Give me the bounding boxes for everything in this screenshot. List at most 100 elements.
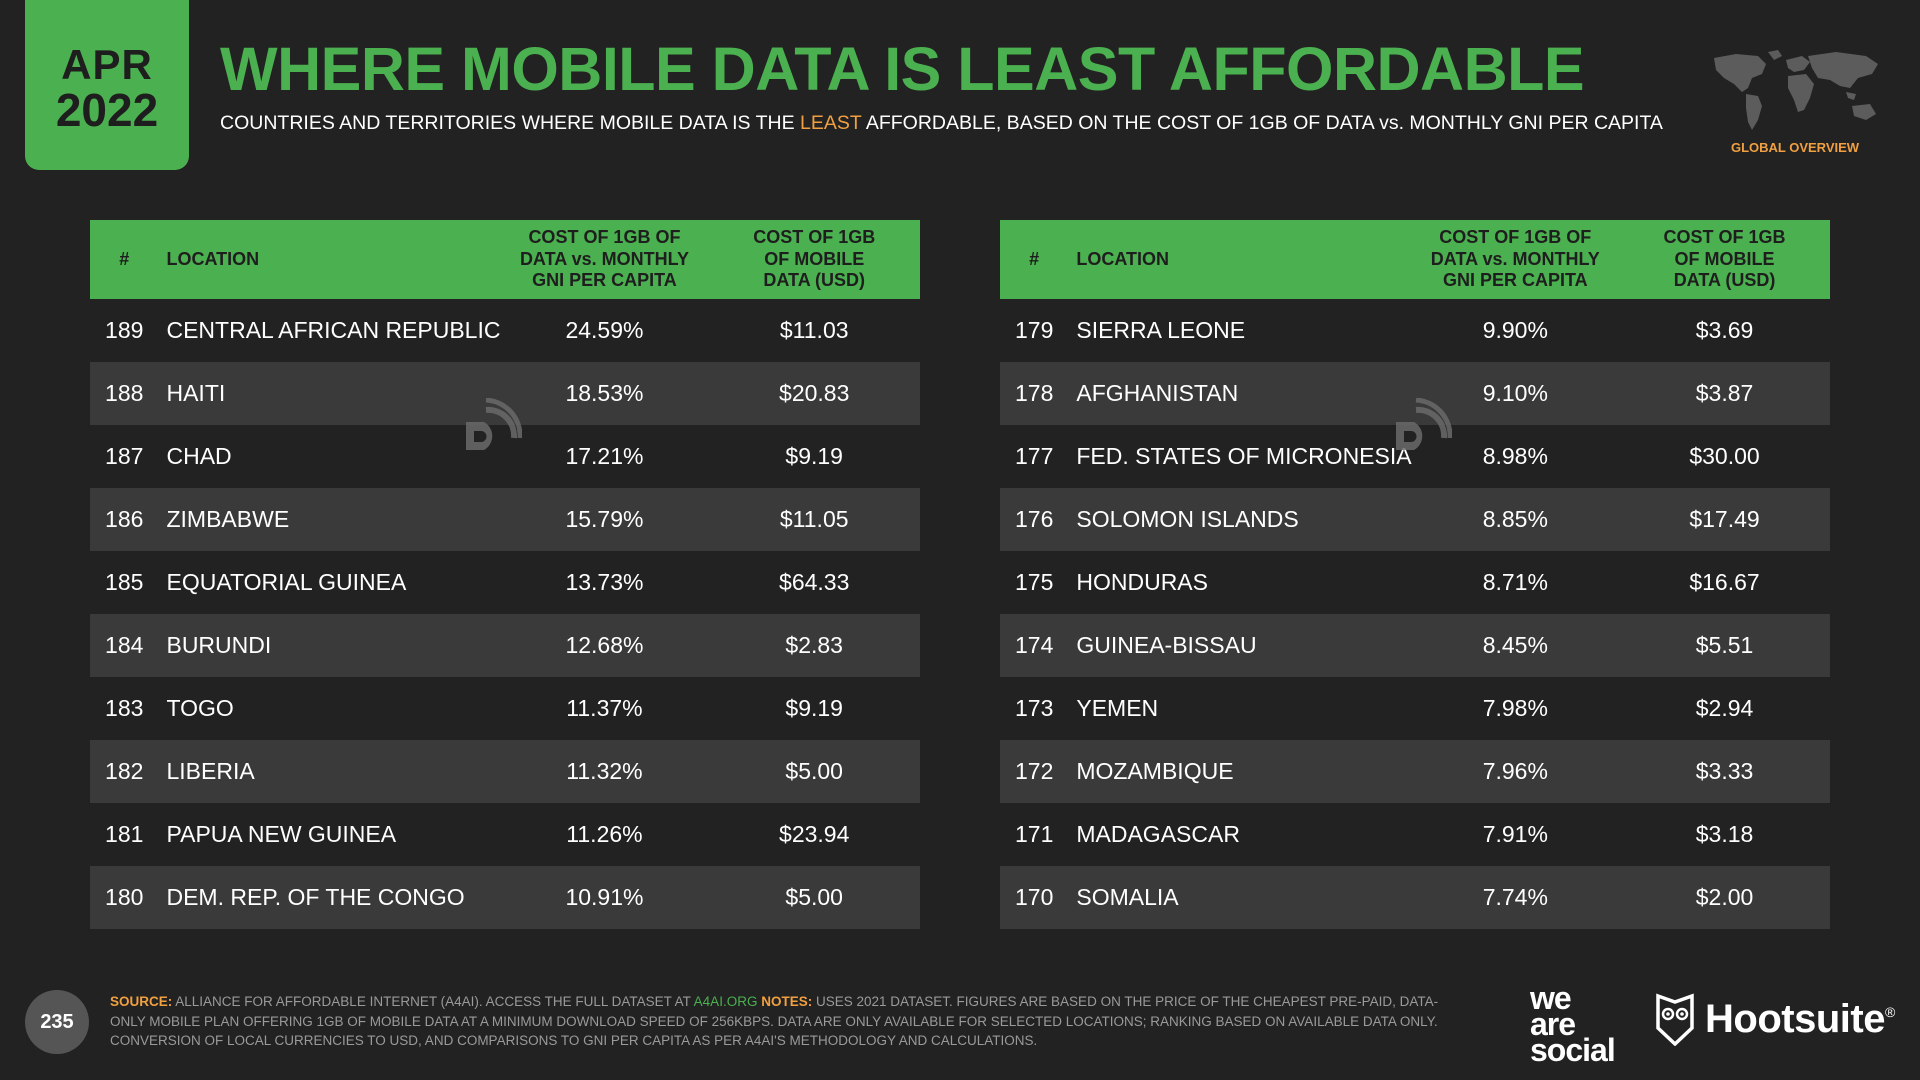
cell-rank: 184 [90, 614, 159, 677]
header-gni-line: DATA vs. MONTHLY [519, 248, 689, 269]
page-subtitle: COUNTRIES AND TERRITORIES WHERE MOBILE D… [220, 112, 1663, 135]
cell-gni-pct: 7.74% [1411, 866, 1620, 929]
cell-gni-pct: 8.71% [1482, 569, 1548, 595]
cell-gni-pct: 7.96% [1411, 740, 1620, 803]
subtitle-before: COUNTRIES AND TERRITORIES WHERE MOBILE D… [220, 112, 801, 134]
header-usd-line: DATA (USD) [1673, 270, 1776, 291]
cell-gni-pct: 12.68% [500, 614, 709, 677]
footer-notes: SOURCE: ALLIANCE FOR AFFORDABLE INTERNET… [110, 992, 1470, 1051]
table-row: 178 AFGHANISTAN 9.10% $3.87 [1000, 362, 1830, 425]
header-rank: # [1000, 220, 1069, 299]
cell-location: PAPUA NEW GUINEA [166, 821, 397, 847]
cell-usd: $11.05 [708, 488, 920, 551]
cell-location: YEMEN [1076, 695, 1159, 721]
cell-gni-pct: 7.98% [1482, 695, 1548, 721]
cell-rank: 185 [105, 569, 144, 595]
cell-location: GUINEA-BISSAU [1068, 614, 1412, 677]
cell-rank: 170 [1000, 866, 1069, 929]
notes-text: USES 2021 DATASET. FIGURES ARE BASED ON … [110, 994, 1439, 1049]
cell-rank: 179 [1014, 317, 1054, 343]
cell-usd: $20.83 [708, 362, 920, 425]
cell-gni-pct: 15.79% [500, 488, 709, 551]
table-row: 187 CHAD 17.21% $9.19 [90, 425, 920, 488]
table-row: 188 HAITI 18.53% $20.83 [90, 362, 920, 425]
table-header-row: # LOCATION COST OF 1GB OF DATA vs. MONTH… [1000, 220, 1830, 299]
cell-usd: $17.49 [1619, 488, 1830, 551]
was-line: are [1530, 1006, 1576, 1043]
cell-rank: 175 [1014, 569, 1054, 595]
table-row: 170 SOMALIA 7.74% $2.00 [1000, 866, 1830, 929]
cell-location: TOGO [166, 695, 234, 721]
header-gni: COST OF 1GB OF DATA vs. MONTHLY GNI PER … [500, 220, 709, 299]
header-gni-line: GNI PER CAPITA [532, 270, 677, 291]
source-label: SOURCE: [110, 994, 173, 1009]
cell-usd: $5.51 [1619, 614, 1830, 677]
header-location: LOCATION [158, 220, 501, 299]
cell-rank: 187 [105, 443, 144, 469]
hootsuite-wordmark: Hootsuite [1705, 996, 1885, 1041]
cell-gni-pct: 10.91% [500, 866, 709, 929]
cell-gni-pct: 8.85% [1411, 488, 1620, 551]
cell-rank: 173 [1014, 695, 1054, 721]
datareportal-watermark-icon [466, 398, 522, 450]
subtitle-after: AFFORDABLE, BASED ON THE COST OF 1GB OF … [861, 112, 1663, 134]
ranking-table-left: # LOCATION COST OF 1GB OF DATA vs. MONTH… [90, 220, 920, 929]
table-row: 173 YEMEN 7.98% $2.94 [1000, 677, 1830, 740]
cell-usd: $16.67 [1689, 569, 1760, 595]
header-usd: COST OF 1GB OF MOBILE DATA (USD) [1619, 220, 1830, 299]
map-label: GLOBAL OVERVIEW [1730, 140, 1860, 155]
cell-rank: 182 [90, 740, 159, 803]
cell-rank: 186 [90, 488, 159, 551]
cell-rank: 180 [90, 866, 159, 929]
cell-location: HAITI [158, 362, 501, 425]
cell-rank: 177 [1014, 443, 1054, 469]
badge-year: 2022 [55, 83, 159, 136]
cell-location: MOZAMBIQUE [1068, 740, 1412, 803]
header-usd-line: OF MOBILE [764, 248, 865, 269]
hootsuite-logo: Hootsuite ® [1655, 992, 1895, 1046]
source-link[interactable]: A4AI.ORG [693, 994, 758, 1009]
notes-label: NOTES: [757, 994, 813, 1009]
cell-location: CHAD [166, 443, 232, 469]
cell-location: LIBERIA [158, 740, 501, 803]
cell-usd: $30.00 [1689, 443, 1760, 469]
cell-location: ZIMBABWE [158, 488, 501, 551]
table-row: 183 TOGO 11.37% $9.19 [90, 677, 920, 740]
table-row: 177 FED. STATES OF MICRONESIA 8.98% $30.00 [1000, 425, 1830, 488]
cell-usd: $23.94 [779, 821, 850, 847]
cell-rank: 189 [105, 317, 144, 343]
table-row: 185 EQUATORIAL GUINEA 13.73% $64.33 [90, 551, 920, 614]
cell-usd: $5.00 [708, 866, 920, 929]
registered-mark: ® [1884, 1004, 1896, 1020]
header-usd-line: COST OF 1GB [1663, 227, 1786, 248]
table-row: 174 GUINEA-BISSAU 8.45% $5.51 [1000, 614, 1830, 677]
header-usd-line: OF MOBILE [1674, 248, 1775, 269]
cell-usd: $2.83 [708, 614, 920, 677]
cell-gni-pct: 8.98% [1482, 443, 1548, 469]
cell-rank: 176 [1000, 488, 1069, 551]
hootsuite-owl-icon [1656, 993, 1694, 1046]
cell-location: SIERRA LEONE [1076, 317, 1246, 343]
cell-usd: $3.18 [1695, 821, 1754, 847]
header-usd: COST OF 1GB OF MOBILE DATA (USD) [708, 220, 920, 299]
cell-rank: 171 [1014, 821, 1054, 847]
table-row: 186 ZIMBABWE 15.79% $11.05 [90, 488, 920, 551]
table-header-row: # LOCATION COST OF 1GB OF DATA vs. MONTH… [90, 220, 920, 299]
cell-rank: 172 [1000, 740, 1069, 803]
cell-gni-pct: 8.45% [1411, 614, 1620, 677]
cell-usd: $5.00 [708, 740, 920, 803]
cell-usd: $3.87 [1619, 362, 1830, 425]
page-number: 235 [25, 990, 89, 1054]
was-line: we [1530, 980, 1572, 1016]
date-badge: APR 2022 [25, 0, 189, 170]
cell-usd: $2.00 [1619, 866, 1830, 929]
cell-rank: 183 [105, 695, 144, 721]
ranking-table-right: # LOCATION COST OF 1GB OF DATA vs. MONTH… [1000, 220, 1830, 929]
datareportal-watermark-icon [1396, 398, 1452, 450]
we-are-social-logo: we are social [1530, 980, 1616, 1067]
cell-usd: $3.33 [1619, 740, 1830, 803]
header-usd-line: DATA (USD) [763, 270, 866, 291]
cell-location: CENTRAL AFRICAN REPUBLIC [166, 317, 501, 343]
cell-gni-pct: 18.53% [500, 362, 709, 425]
table-row: 181 PAPUA NEW GUINEA 11.26% $23.94 [90, 803, 920, 866]
